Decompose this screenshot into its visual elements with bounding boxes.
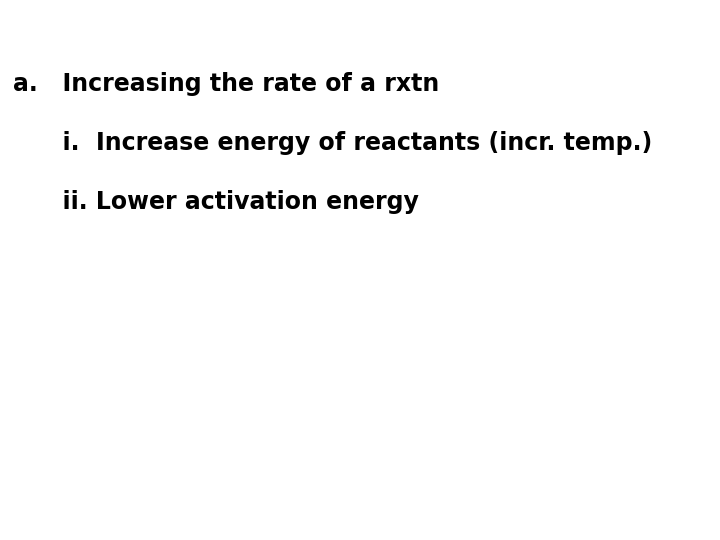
Text: ii. Lower activation energy: ii. Lower activation energy <box>13 191 419 214</box>
Text: i.  Increase energy of reactants (incr. temp.): i. Increase energy of reactants (incr. t… <box>13 131 652 155</box>
Text: a.   Increasing the rate of a rxtn: a. Increasing the rate of a rxtn <box>13 72 439 96</box>
